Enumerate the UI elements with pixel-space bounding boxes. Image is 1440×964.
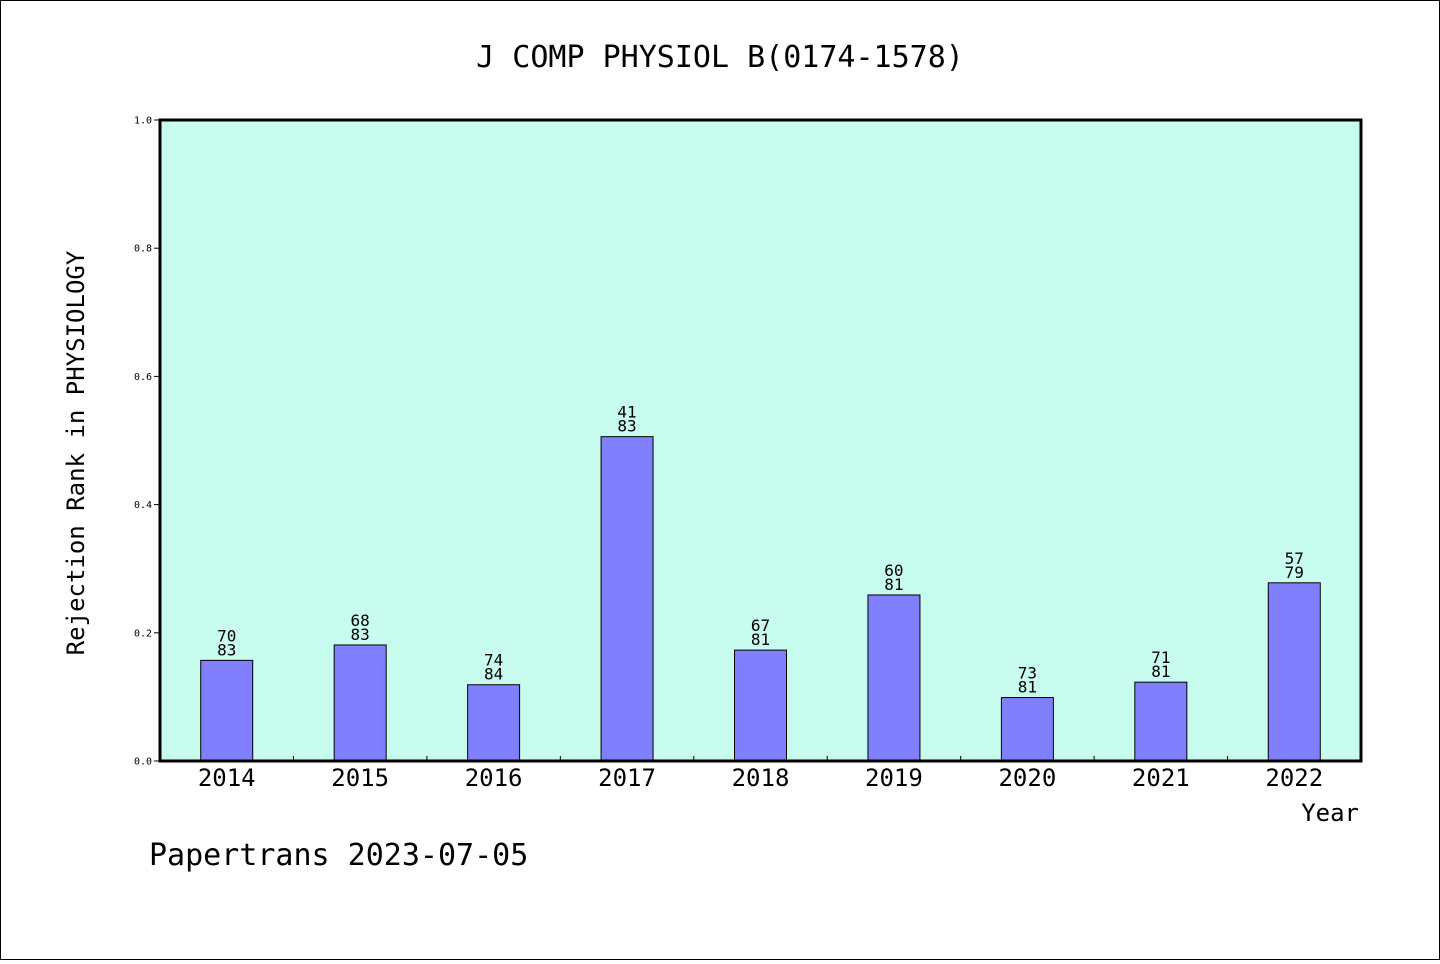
bar-label-top: 57 bbox=[1285, 549, 1304, 568]
bar-label-top: 67 bbox=[751, 616, 770, 635]
bars bbox=[200, 436, 1321, 762]
x-tick-label: 2022 bbox=[1265, 764, 1323, 792]
y-tick-label: 0.4 bbox=[134, 500, 152, 511]
bar-2021 bbox=[1134, 681, 1188, 762]
bar-label-bottom: 83 bbox=[617, 417, 636, 436]
bar-2016 bbox=[467, 684, 521, 762]
y-tick-label: 0.2 bbox=[134, 628, 152, 639]
bar-2014 bbox=[200, 659, 254, 762]
bar-2018 bbox=[734, 649, 787, 762]
bar-label-top: 68 bbox=[351, 611, 370, 630]
footer-credit: Papertrans 2023-07-05 bbox=[149, 838, 528, 873]
x-tick-label: 2015 bbox=[331, 764, 389, 792]
bar-label-bottom: 81 bbox=[1151, 662, 1170, 681]
x-tick-label: 2021 bbox=[1132, 764, 1190, 792]
x-tick-label: 2018 bbox=[732, 764, 790, 792]
y-axis-title: Rejection Rank in PHYSIOLOGY bbox=[62, 250, 90, 655]
y-tick-label: 0.6 bbox=[134, 372, 152, 383]
x-tick-label: 2014 bbox=[198, 764, 256, 792]
y-tick-label: 0.8 bbox=[134, 244, 152, 255]
y-tick-label: 0.0 bbox=[134, 757, 152, 768]
bar-2022 bbox=[1267, 582, 1321, 762]
x-tick-label: 2017 bbox=[598, 764, 656, 792]
bar-label-top: 41 bbox=[617, 403, 636, 422]
bar-label-top: 60 bbox=[884, 561, 903, 580]
bar-label-bottom: 84 bbox=[484, 665, 503, 684]
bar-2020 bbox=[1000, 697, 1054, 762]
bar-label-bottom: 79 bbox=[1285, 563, 1304, 582]
x-tick-label: 2019 bbox=[865, 764, 923, 792]
bar-2019 bbox=[867, 594, 921, 762]
bar-label-top: 74 bbox=[484, 651, 503, 670]
bar-label-bottom: 83 bbox=[217, 640, 236, 659]
plot-border bbox=[158, 118, 1363, 763]
x-tick-label: 2020 bbox=[998, 764, 1056, 792]
bar-2017 bbox=[600, 436, 654, 762]
x-axis-ticks: 2014 2015 2016 2017 2018 2019 2020 2021 2022 bbox=[198, 756, 1323, 792]
bar-2015 bbox=[333, 644, 387, 762]
x-tick-label: 2016 bbox=[465, 764, 523, 792]
chart-title: J COMP PHYSIOL B(0174-1578) bbox=[476, 40, 964, 75]
bar-label-bottom: 83 bbox=[351, 625, 370, 644]
y-axis-ticks: 0.0 0.2 0.4 0.6 0.8 1.0 bbox=[134, 116, 160, 768]
x-axis-title: Year bbox=[1301, 799, 1359, 827]
bar-label-top: 70 bbox=[217, 626, 236, 645]
bar-label-top: 73 bbox=[1018, 664, 1037, 683]
bar-label-bottom: 81 bbox=[1018, 678, 1037, 697]
y-tick-label: 1.0 bbox=[134, 116, 152, 127]
bar-label-bottom: 81 bbox=[751, 630, 770, 649]
bar-label-bottom: 81 bbox=[884, 575, 903, 594]
bar-label-top: 71 bbox=[1151, 648, 1170, 667]
